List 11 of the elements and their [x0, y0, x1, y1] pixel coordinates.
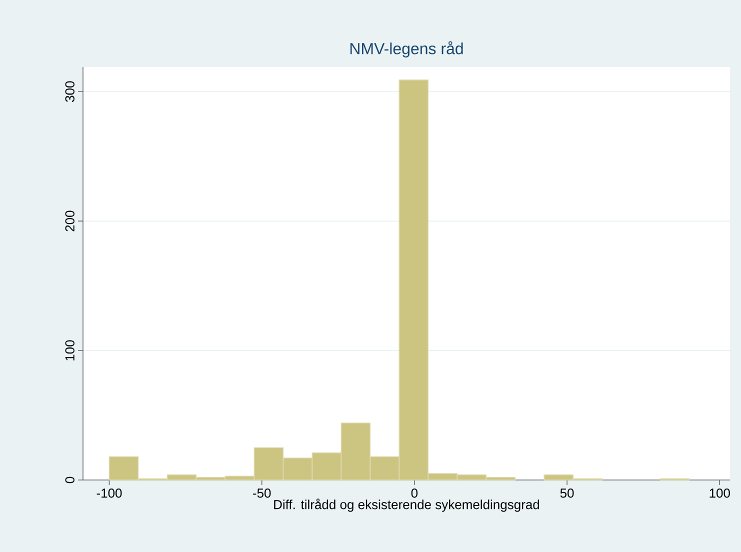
x-tick-label: -50	[253, 488, 271, 498]
x-tick-label: 50	[560, 488, 574, 498]
chart-title: NMV-legens råd	[350, 41, 463, 58]
y-tick-label: 300	[65, 81, 74, 102]
x-axis-title: Diff. tilrådd og eksisterende sykemeldingsgrad	[274, 498, 540, 512]
y-tick-label: 0	[65, 476, 74, 484]
x-tick-label: 100	[710, 488, 730, 498]
y-tick-label: 100	[65, 340, 74, 360]
x-tick-label: -100	[96, 488, 122, 498]
x-tick-label: 0	[411, 488, 418, 498]
y-tick-label: 200	[65, 210, 74, 232]
